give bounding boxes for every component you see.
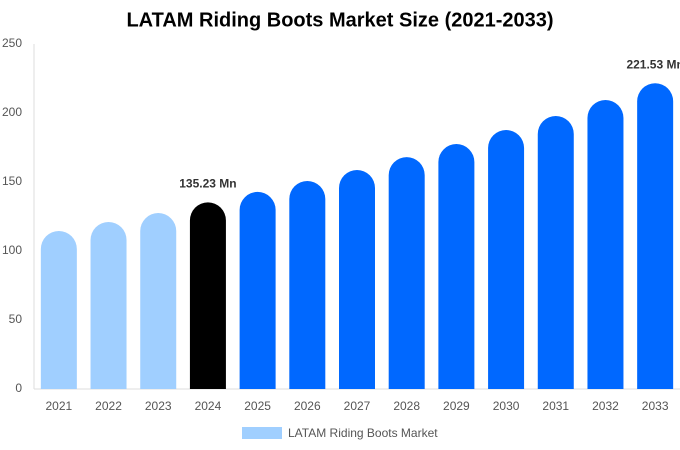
y-tick-label: 50	[9, 312, 23, 326]
y-tick-label: 100	[2, 243, 22, 257]
x-tick-label: 2025	[244, 399, 271, 413]
x-tick-label: 2031	[542, 399, 569, 413]
bar	[289, 181, 326, 389]
bar	[587, 100, 624, 389]
bar	[537, 116, 574, 389]
x-tick-label: 2033	[642, 399, 669, 413]
data-label: 135.23 Mn	[179, 177, 236, 191]
bar	[140, 213, 177, 389]
x-tick-label: 2030	[493, 399, 520, 413]
x-tick-label: 2027	[344, 399, 371, 413]
bar	[239, 191, 276, 389]
bar	[637, 83, 674, 389]
x-tick-label: 2021	[45, 399, 72, 413]
bar	[40, 230, 77, 389]
x-tick-label: 2024	[195, 399, 222, 413]
x-tick-label: 2022	[95, 399, 122, 413]
x-tick-label: 2026	[294, 399, 321, 413]
bar	[488, 129, 525, 390]
bar	[388, 157, 425, 389]
y-tick-label: 200	[2, 105, 22, 119]
x-tick-label: 2029	[443, 399, 470, 413]
legend-swatch	[242, 427, 282, 439]
bar	[90, 222, 127, 389]
chart-title: LATAM Riding Boots Market Size (2021-203…	[126, 9, 553, 31]
y-tick-label: 0	[15, 381, 22, 395]
x-tick-label: 2032	[592, 399, 619, 413]
x-tick-label: 2028	[393, 399, 420, 413]
bar	[189, 202, 226, 389]
legend-label: LATAM Riding Boots Market	[288, 426, 438, 440]
y-tick-label: 250	[2, 36, 22, 50]
bar	[339, 169, 375, 389]
bar	[438, 144, 475, 389]
data-label: 221.53 Mn	[626, 57, 680, 71]
x-tick-label: 2023	[145, 399, 172, 413]
y-tick-label: 150	[2, 174, 22, 188]
